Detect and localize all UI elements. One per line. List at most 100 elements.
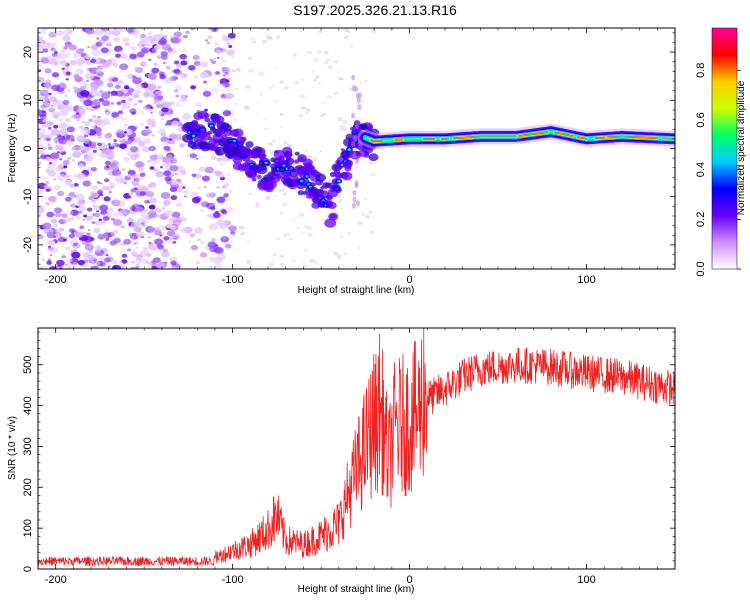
spectrogram-noise-blob [327, 65, 334, 70]
spectrogram-noise-blob [226, 173, 230, 176]
spectrogram-noise-blob [95, 80, 104, 86]
spectrogram-noise-blob [121, 99, 126, 104]
spectrogram-noise-blob [195, 157, 199, 160]
spectrogram-noise-blob [121, 253, 128, 258]
spectrogram-noise-blob [359, 168, 364, 171]
spectrogram-noise-blob [48, 161, 53, 165]
spectrogram-noise-blob [216, 196, 226, 204]
spectrogram-noise-blob [234, 249, 238, 252]
spectrogram-noise-blob [173, 88, 179, 93]
spectrogram-noise-blob [175, 63, 183, 69]
spectrogram-noise-blob [57, 136, 65, 141]
spectrogram-noise-blob [221, 34, 226, 38]
spectrogram-noise-blob [130, 236, 135, 240]
spectrogram-noise-blob [153, 227, 161, 233]
spectrogram-noise-blob [154, 45, 161, 50]
spectrogram-noise-blob [268, 86, 272, 89]
spectrogram-noise-blob [142, 137, 152, 144]
spectrogram-noise-blob [137, 219, 147, 226]
spectrogram-noise-blob [45, 145, 52, 151]
spectrogram-noise-blob [189, 233, 196, 238]
spectrogram-noise-blob [65, 217, 72, 223]
spectrogram-noise-blob [207, 241, 217, 248]
spectrogram-noise-blob [204, 166, 215, 174]
spectrogram-noise-blob [213, 212, 221, 219]
spectrogram-noise-blob [83, 259, 89, 263]
spectrogram-noise-blob [47, 258, 52, 262]
spectrogram-ridge-blob [258, 154, 266, 160]
spectrogram-noise-blob [117, 129, 125, 135]
spectrogram-band-center [364, 131, 675, 142]
spectrogram-noise-blob [140, 215, 149, 221]
spectrogram-noise-blob [41, 28, 49, 31]
spectrogram-ridge-blob [324, 218, 337, 228]
spectrogram-noise-blob [169, 164, 179, 172]
spectrogram-ridge-blob [232, 128, 244, 138]
spectrogram-ridge-blob [356, 97, 361, 104]
spectrogram-noise-blob [339, 235, 343, 239]
spectrogram-noise-blob [256, 102, 259, 104]
spectrogram-noise-blob [52, 158, 58, 162]
spectrogram-noise-blob [214, 42, 220, 46]
spectrogram-noise-blob [210, 155, 217, 160]
spectrogram-noise-blob [257, 71, 264, 76]
spectrogram-noise-blob [86, 232, 91, 236]
spectrogram-noise-blob [47, 43, 55, 49]
spectrogram-noise-blob [248, 192, 252, 195]
spectrogram-noise-blob [235, 67, 241, 72]
spectrogram-noise-blob [149, 109, 153, 112]
spectrogram-noise-blob [38, 96, 46, 103]
spectrogram-noise-blob [281, 188, 285, 191]
spectrogram-noise-blob [118, 50, 122, 53]
spectrogram-noise-blob [200, 209, 205, 212]
spectrogram-noise-blob [180, 73, 188, 78]
spectrogram-noise-blob [102, 29, 112, 37]
spectrogram-noise-blob [61, 213, 68, 218]
spectrogram-noise-blob [133, 34, 138, 38]
spectrogram-noise-blob [229, 234, 235, 238]
spectrogram-noise-blob [43, 184, 49, 189]
spectrogram-noise-blob [153, 62, 158, 66]
spectrogram-noise-blob [337, 198, 343, 203]
spectrogram-noise-blob [68, 233, 75, 239]
spectrogram-noise-blob [85, 215, 93, 221]
spectrogram-noise-blob [105, 238, 109, 242]
spectrogram-ridge-core [264, 161, 269, 164]
spectrogram-noise-blob [146, 36, 156, 44]
spectrogram-ridge-blob [285, 157, 295, 165]
spectrogram-noise-blob [169, 256, 178, 263]
spectrogram-noise-blob [363, 197, 367, 200]
spectrogram-noise-blob [140, 258, 149, 264]
spectrogram-noise-blob [243, 105, 248, 109]
spectrogram-noise-blob [361, 69, 364, 72]
spectrogram-noise-blob [78, 165, 84, 169]
spectrogram-noise-blob [128, 232, 132, 236]
spectrogram-noise-blob [138, 38, 149, 46]
spectrogram-ridge-blob [203, 113, 210, 118]
spectrogram-noise-blob [117, 110, 124, 115]
spectrogram-noise-blob [238, 225, 245, 230]
spectrogram-noise-blob [52, 59, 61, 66]
spectrogram-noise-blob [187, 240, 192, 244]
spectrogram-noise-blob [312, 78, 317, 82]
spectrogram-noise-blob [68, 44, 77, 51]
spectrogram-noise-blob [338, 196, 342, 199]
spectrogram-noise-blob [67, 89, 71, 92]
spectrogram-noise-blob [161, 98, 165, 101]
colorbar-bar [711, 27, 738, 270]
x-tick-label: 0 [407, 574, 413, 586]
spectrogram-noise-blob [292, 53, 297, 57]
spectrogram-noise-blob [45, 181, 50, 185]
spectrogram-noise-blob [162, 62, 166, 65]
spectrogram-ridge-blob [367, 125, 373, 129]
spectrogram-noise-blob [198, 166, 207, 173]
spectrogram-noise-blob [248, 68, 255, 73]
spectrogram-noise-blob [87, 253, 97, 261]
spectrogram-noise-blob [62, 99, 70, 105]
spectrogram-noise-blob [215, 71, 220, 75]
spectrogram-ridge-blob [241, 154, 251, 162]
spectrogram-noise-blob [115, 90, 124, 97]
spectrogram-noise-blob [272, 253, 278, 257]
spectrogram-noise-blob [117, 102, 121, 105]
spectrogram-noise-blob [322, 102, 326, 105]
